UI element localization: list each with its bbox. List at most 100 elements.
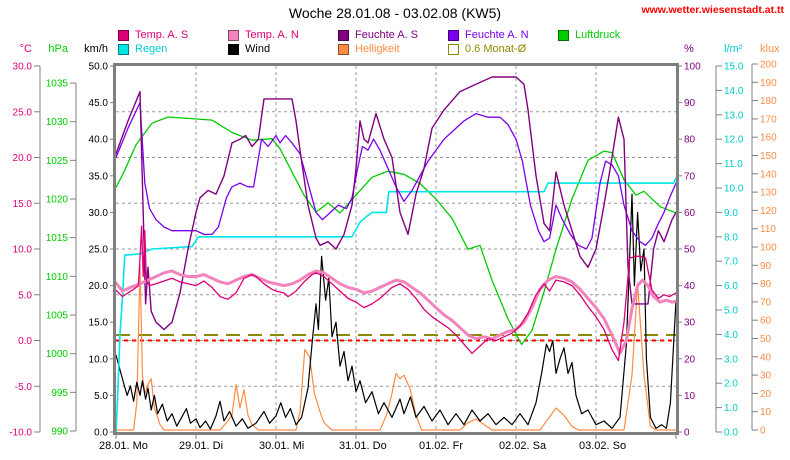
legend-swatch-icon xyxy=(558,29,569,41)
axis-tick-label: 0 xyxy=(684,428,690,439)
legend-label: Helligkeit xyxy=(355,42,400,55)
x-axis-day-label: 01.02. Fr xyxy=(419,440,463,452)
axis-tick-label: 990 xyxy=(51,427,68,438)
legend-swatch-icon xyxy=(118,43,129,55)
axis-temp: 30.0 25.0 20.0 15.0 10.0 5.0 0.0 -5.0 -10.0 °C xyxy=(9,43,41,439)
axis-tick-label: 20.0 xyxy=(13,153,33,164)
axis-tick-label: 110 xyxy=(760,224,776,235)
axis-tick-label: 40.0 xyxy=(89,135,109,146)
legend-item-feuchte-a-n: Feuchte A. N xyxy=(448,29,529,41)
legend-item-temp-a-s: Temp. A. S xyxy=(118,29,188,41)
axis-tick-label: 60 xyxy=(684,208,696,219)
axis-tick-label: 80 xyxy=(760,279,772,290)
series-temp-an xyxy=(116,269,676,355)
axis-tick-label: 0 xyxy=(760,426,766,437)
axis-tick-label: 0.0 xyxy=(724,428,738,439)
series-group xyxy=(116,76,676,432)
axis-tick-label: 30.0 xyxy=(13,62,33,73)
gridlines xyxy=(116,66,676,432)
axis-tick-label: 1025 xyxy=(46,156,69,167)
axis-tick-label: 5.0 xyxy=(18,290,32,301)
axis-tick-label: 12.0 xyxy=(724,135,744,146)
x-axis-day-label: 29.01. Di xyxy=(179,440,223,452)
x-axis-day-label: 28.01. Mo xyxy=(99,440,148,452)
axis-tick-label: 5.0 xyxy=(94,391,108,402)
axis-tick-label: 20 xyxy=(760,389,772,400)
axis-tick-label: 100 xyxy=(684,62,701,73)
series-luftdruck xyxy=(116,116,676,346)
axis-tick-label: 90 xyxy=(760,261,772,272)
axis-tick-label: 180 xyxy=(760,96,777,107)
chart-legend: Temp. A. S Temp. A. N Feuchte A. S Feuchte … xyxy=(0,0,790,60)
axis-tick-label: 50.0 xyxy=(89,62,109,73)
axis-tick-label: 130 xyxy=(760,188,777,199)
x-axis-day-label: 03.02. So xyxy=(579,440,626,452)
axis-tick-label: 6.0 xyxy=(724,281,738,292)
legend-label: Feuchte A. S xyxy=(355,28,418,41)
axis-tick-label: 14.0 xyxy=(724,86,744,97)
legend-label: Temp. A. N xyxy=(245,28,299,41)
legend-label: Wind xyxy=(245,42,271,55)
axis-lm2: 15.0 14.0 13.0 12.0 11.0 10.0 9.0 8.0 7.0 6.0 5.0 4… xyxy=(715,43,744,439)
axis-tick-label: 1020 xyxy=(46,195,69,206)
axis-tick-label: 15.0 xyxy=(724,62,744,73)
series-feuchte-as xyxy=(116,76,676,331)
series-feuchte-an xyxy=(116,101,676,250)
axis-tick-label: 3.0 xyxy=(724,354,738,365)
x-axis-day-label: 30.01. Mi xyxy=(259,440,304,452)
axis-tick-label: 20 xyxy=(684,354,696,365)
legend-label: Regen xyxy=(135,42,168,55)
axis-tick-label: 35.0 xyxy=(89,171,109,182)
axis-tick-label: 25.0 xyxy=(13,107,33,118)
axis-unit-label-pct: % xyxy=(684,43,694,55)
axis-tick-label: 5.0 xyxy=(724,306,738,317)
axis-tick-label: 40 xyxy=(760,352,772,363)
axis-tick-label: 4.0 xyxy=(724,330,738,341)
axis-tick-label: 80 xyxy=(684,135,696,146)
axis-tick-label: -5.0 xyxy=(15,382,33,393)
axis-unit-label-klux: klux xyxy=(760,43,780,55)
legend-swatch-icon xyxy=(338,29,349,41)
axis-tick-label: 30.0 xyxy=(89,208,109,219)
legend-item-temp-a-n: Temp. A. N xyxy=(228,29,299,41)
axis-tick-label: 15.0 xyxy=(89,318,109,329)
watermark-url: www.wetter.wiesenstadt.at.tt xyxy=(641,4,784,16)
axis-klux: 2001901801701601501401301201101009080706… xyxy=(751,43,780,437)
legend-label: 0.6 Monat-Ø xyxy=(465,42,527,55)
series-wind xyxy=(116,193,676,430)
page-title: Woche 28.01.08 - 03.02.08 (KW5) xyxy=(288,5,502,21)
legend-item-helligkeit: Helligkeit xyxy=(338,43,400,55)
axis-tick-label: 160 xyxy=(760,133,777,144)
axis-unit-label-lm2: l/m² xyxy=(724,43,743,55)
axis-tick-label: 2.0 xyxy=(724,379,738,390)
axis-tick-label: 30 xyxy=(684,318,696,329)
axis-tick-label: 13.0 xyxy=(724,110,744,121)
legend-item-wind: Wind xyxy=(228,43,270,55)
axis-tick-label: 1015 xyxy=(46,233,69,244)
axis-unit-label-temp: °C xyxy=(20,43,32,55)
axis-tick-label: 1000 xyxy=(46,349,69,360)
axis-tick-label: 20.0 xyxy=(89,281,109,292)
legend-item-feuchte-a-s: Feuchte A. S xyxy=(338,29,418,41)
axis-kmh: 50.0 45.0 40.0 35.0 30.0 25.0 20.0 15.0 10.0 5.0 0… xyxy=(84,43,116,439)
series-temp-as xyxy=(116,225,676,362)
axis-tick-label: 1010 xyxy=(46,272,69,283)
axis-tick-label: 0.0 xyxy=(18,336,32,347)
axis-tick-label: 15.0 xyxy=(13,199,33,210)
axis-tick-label: 1030 xyxy=(46,117,69,128)
legend-label: Luftdruck xyxy=(575,28,621,41)
axis-tick-label: 10 xyxy=(760,407,772,418)
axis-tick-label: 8.0 xyxy=(724,232,738,243)
legend-label: Temp. A. S xyxy=(135,28,189,41)
axis-tick-label: 70 xyxy=(760,297,772,308)
x-axis-day-label: 02.02. Sa xyxy=(499,440,547,452)
legend-label: Feuchte A. N xyxy=(465,28,529,41)
axis-tick-label: 200 xyxy=(760,60,777,71)
axis-tick-label: 11.0 xyxy=(724,159,743,170)
axis-tick-label: 1005 xyxy=(46,311,69,322)
legend-swatch-icon xyxy=(118,29,129,41)
axis-unit-label-hpa: hPa xyxy=(48,43,68,55)
axis-tick-label: 50 xyxy=(684,245,696,256)
axis-tick-label: 7.0 xyxy=(724,257,738,268)
